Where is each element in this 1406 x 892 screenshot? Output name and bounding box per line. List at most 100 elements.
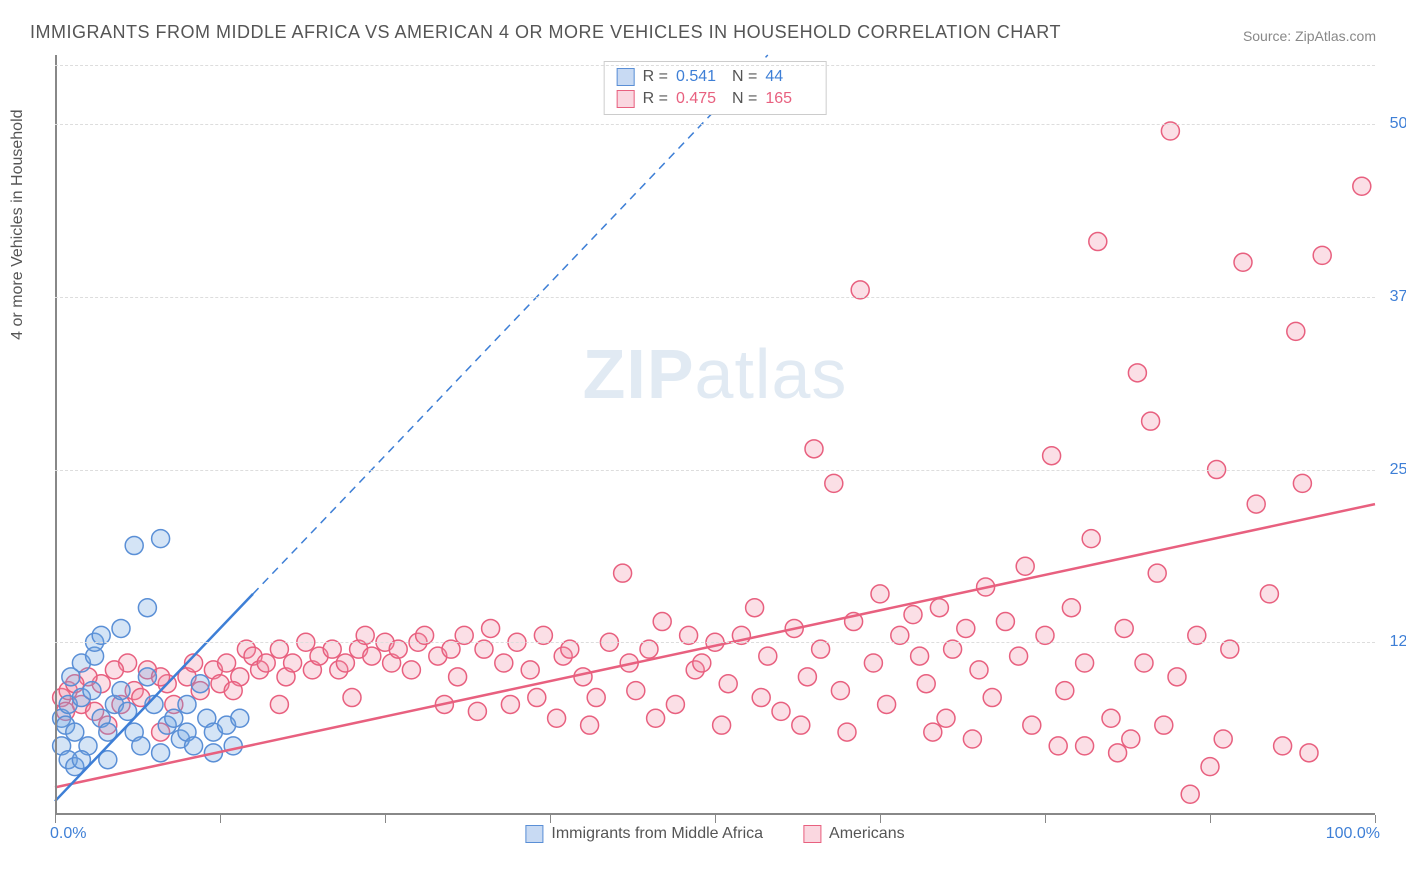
x-tick [550,815,551,823]
data-point [838,723,856,741]
data-point [165,709,183,727]
r-value-1: 0.541 [676,68,724,86]
data-point [1247,495,1265,513]
data-point [112,682,130,700]
data-point [83,682,101,700]
data-point [1049,737,1067,755]
data-point [614,564,632,582]
data-point [1076,737,1094,755]
source-label: Source: [1243,28,1295,44]
data-point [125,537,143,555]
legend-swatch-pink-icon [803,825,821,843]
data-point [1062,599,1080,617]
source-name: ZipAtlas.com [1295,28,1376,44]
data-point [218,654,236,672]
data-point [336,654,354,672]
trend-line-blue-dashed [253,55,768,594]
data-point [1155,716,1173,734]
data-point [1122,730,1140,748]
grid-line [55,65,1375,66]
data-point [548,709,566,727]
data-point [343,689,361,707]
data-point [62,668,80,686]
data-point [924,723,942,741]
data-point [1260,585,1278,603]
data-point [224,682,242,700]
data-point [521,661,539,679]
data-point [831,682,849,700]
y-tick-label: 50.0% [1390,115,1406,133]
data-point [191,675,209,693]
r-label-1: R = [643,68,668,86]
legend-swatch-blue-icon [525,825,543,843]
data-point [581,716,599,734]
data-point [647,709,665,727]
data-point [402,661,420,679]
data-point [1082,530,1100,548]
data-point [911,647,929,665]
legend-item-series1: Immigrants from Middle Africa [525,825,763,843]
swatch-pink-icon [617,90,635,108]
data-point [270,695,288,713]
x-tick [220,815,221,823]
data-point [482,619,500,637]
data-point [138,599,156,617]
n-label-2: N = [732,90,757,108]
data-point [627,682,645,700]
data-point [904,606,922,624]
n-label-1: N = [732,68,757,86]
grid-line [55,297,1375,298]
data-point [930,599,948,617]
data-point [574,668,592,686]
grid-line [55,470,1375,471]
grid-line [55,124,1375,125]
data-point [105,661,123,679]
legend-label-2: Americans [829,825,905,843]
x-tick [1210,815,1211,823]
source-attribution: Source: ZipAtlas.com [1243,28,1376,44]
data-point [257,654,275,672]
plot-area: ZIPatlas R = 0.541 N = 44 R = 0.475 N = … [55,55,1375,815]
data-point [1274,737,1292,755]
data-point [1089,233,1107,251]
data-point [1214,730,1232,748]
data-point [1293,474,1311,492]
x-tick [385,815,386,823]
data-point [138,668,156,686]
data-point [284,654,302,672]
x-tick [55,815,56,823]
y-axis-line [55,55,57,815]
data-point [66,723,84,741]
data-point [713,716,731,734]
data-point [231,709,249,727]
data-point [152,530,170,548]
x-tick [1375,815,1376,823]
stats-box: R = 0.541 N = 44 R = 0.475 N = 165 [604,61,827,115]
data-point [152,744,170,762]
data-point [468,702,486,720]
data-point [666,695,684,713]
data-point [1181,785,1199,803]
data-point [1056,682,1074,700]
data-point [1148,564,1166,582]
data-point [132,737,150,755]
data-point [996,613,1014,631]
data-point [970,661,988,679]
data-point [1353,177,1371,195]
data-point [224,737,242,755]
stats-row-series2: R = 0.475 N = 165 [617,88,814,110]
stats-row-series1: R = 0.541 N = 44 [617,66,814,88]
data-point [917,675,935,693]
x-tick [880,815,881,823]
data-point [1043,447,1061,465]
data-point [1313,246,1331,264]
data-point [1102,709,1120,727]
data-point [983,689,1001,707]
data-point [1023,716,1041,734]
x-tick [1045,815,1046,823]
data-point [825,474,843,492]
r-label-2: R = [643,90,668,108]
chart-container: IMMIGRANTS FROM MIDDLE AFRICA VS AMERICA… [0,0,1406,892]
y-tick-label: 12.5% [1390,633,1406,651]
data-point [653,613,671,631]
